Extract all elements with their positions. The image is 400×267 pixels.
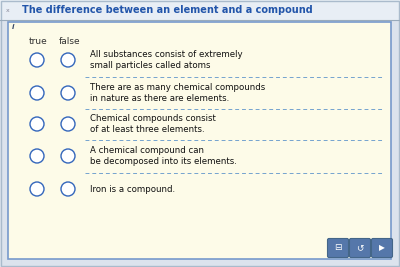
- Text: false: false: [59, 37, 81, 45]
- Circle shape: [30, 86, 44, 100]
- Text: The difference between an element and a compound: The difference between an element and a …: [22, 5, 313, 15]
- Text: A chemical compound can
be decomposed into its elements.: A chemical compound can be decomposed in…: [90, 146, 237, 166]
- FancyBboxPatch shape: [328, 238, 348, 257]
- Text: Iron is a compound.: Iron is a compound.: [90, 184, 175, 194]
- FancyBboxPatch shape: [372, 238, 392, 257]
- FancyBboxPatch shape: [0, 0, 400, 20]
- Circle shape: [61, 86, 75, 100]
- Text: ↺: ↺: [356, 244, 364, 253]
- Text: ▶: ▶: [379, 244, 385, 253]
- Circle shape: [61, 53, 75, 67]
- Text: x: x: [6, 7, 10, 13]
- Text: ⊟: ⊟: [334, 244, 342, 253]
- Circle shape: [30, 53, 44, 67]
- Text: All substances consist of extremely
small particles called atoms: All substances consist of extremely smal…: [90, 50, 243, 70]
- Text: i: i: [12, 24, 14, 30]
- Circle shape: [30, 182, 44, 196]
- Circle shape: [61, 117, 75, 131]
- FancyBboxPatch shape: [350, 238, 370, 257]
- Text: Chemical compounds consist
of at least three elements.: Chemical compounds consist of at least t…: [90, 114, 216, 134]
- Text: true: true: [29, 37, 47, 45]
- FancyBboxPatch shape: [8, 22, 391, 259]
- Circle shape: [30, 149, 44, 163]
- Circle shape: [61, 182, 75, 196]
- Circle shape: [61, 149, 75, 163]
- Circle shape: [30, 117, 44, 131]
- Text: There are as many chemical compounds
in nature as there are elements.: There are as many chemical compounds in …: [90, 83, 265, 103]
